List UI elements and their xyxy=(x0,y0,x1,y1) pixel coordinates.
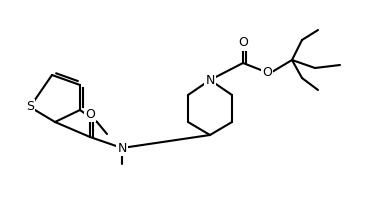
Text: N: N xyxy=(118,142,127,154)
Text: O: O xyxy=(238,36,248,49)
Text: O: O xyxy=(85,108,95,120)
Text: N: N xyxy=(205,73,215,86)
Text: S: S xyxy=(26,100,34,114)
Text: O: O xyxy=(262,66,272,78)
